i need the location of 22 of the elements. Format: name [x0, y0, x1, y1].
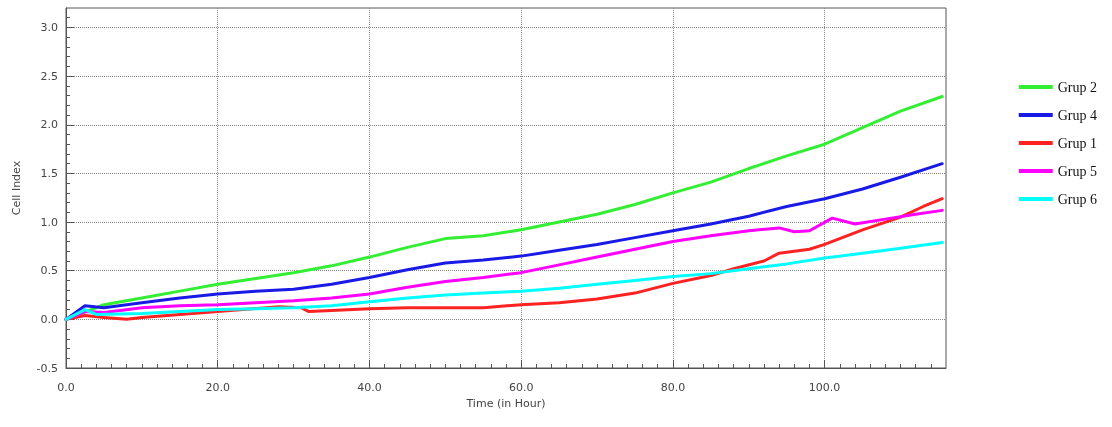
y-tick-label: 1.0: [40, 215, 58, 229]
y-tick-label: -0.5: [36, 361, 58, 375]
x-tick-label: 80.0: [660, 381, 686, 394]
y-tick-label: 0.0: [40, 312, 58, 326]
y-tick-label: 2.0: [40, 118, 58, 132]
legend-label: Grup 2: [1057, 79, 1098, 95]
y-tick-label: 2.5: [40, 69, 58, 83]
x-axis-title: Time (in Hour): [465, 397, 546, 410]
y-axis-title: Cell Index: [10, 160, 23, 216]
legend-label: Grup 5: [1057, 163, 1098, 179]
x-tick-label: 100.0: [808, 381, 841, 394]
y-tick-label: 0.5: [40, 264, 58, 278]
y-tick-label: 1.5: [40, 166, 58, 180]
x-tick-label: 20.0: [205, 381, 230, 394]
legend-label: Grup 6: [1057, 191, 1098, 207]
x-tick-label: 60.0: [508, 381, 534, 394]
legend-label: Grup 4: [1057, 107, 1098, 123]
legend-label: Grup 1: [1057, 135, 1098, 151]
line-series: [64, 240, 944, 321]
x-tick-label: 40.0: [357, 381, 382, 394]
y-tick-label: 3.0: [40, 20, 58, 34]
x-tick-label: 0.0: [57, 381, 75, 394]
